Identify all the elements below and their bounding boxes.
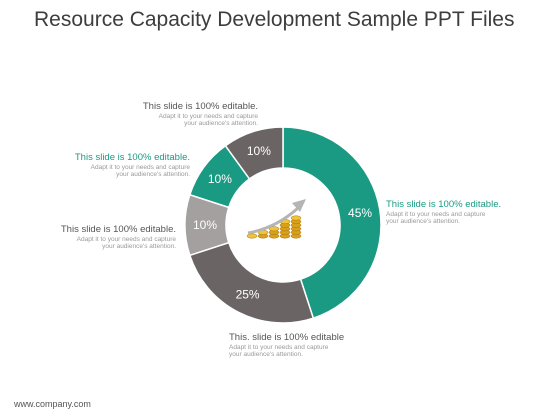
donut-slice (188, 241, 315, 324)
callout-bottom: This. slide is 100% editable Adapt it to… (229, 332, 345, 359)
callout-text: Adapt it to your needs and capture (229, 343, 329, 351)
callout-text: your audience's attention. (102, 243, 176, 251)
callout-right: This slide is 100% editable. Adapt it to… (386, 199, 502, 226)
slice-label: 25% (236, 287, 260, 301)
callout-text: Adapt it to your needs and capture (386, 210, 486, 218)
donut-slice (224, 126, 284, 180)
callout-text: Adapt it to your needs and capture (76, 235, 176, 243)
callout-text: Adapt it to your needs and capture (90, 163, 190, 171)
slice-label: 10% (247, 144, 271, 158)
slice-label: 10% (208, 172, 232, 186)
callout-upper-left: This slide is 100% editable. Adapt it to… (74, 152, 190, 179)
callout-text: your audience's attention. (184, 120, 258, 128)
donut-slices (184, 126, 382, 324)
callout-heading: This. slide is 100% editable (229, 332, 345, 343)
page-title: Resource Capacity Development Sample PPT… (34, 8, 515, 31)
callout-heading: This slide is 100% editable. (74, 152, 190, 163)
slice-label: 10% (193, 218, 217, 232)
callout-text: your audience's attention. (229, 351, 303, 359)
donut-slice (282, 126, 382, 320)
callout-heading: This slide is 100% editable. (60, 224, 176, 235)
callout-heading: This slide is 100% editable. (142, 101, 258, 112)
slice-label: 45% (348, 206, 372, 220)
callout-text: Adapt it to your needs and capture (158, 112, 258, 120)
callout-text: your audience's attention. (386, 218, 460, 226)
callout-heading: This slide is 100% editable. (386, 199, 502, 210)
callout-lower-left: This slide is 100% editable. Adapt it to… (60, 224, 176, 251)
coin-stacks-growth-arrow-icon (246, 199, 306, 239)
callout-text: your audience's attention. (116, 171, 190, 179)
callout-top: This slide is 100% editable. Adapt it to… (142, 101, 258, 128)
donut-slice-labels: 45% 25% 10% 10% 10% (193, 144, 372, 302)
footer-url: www.company.com (14, 399, 91, 409)
